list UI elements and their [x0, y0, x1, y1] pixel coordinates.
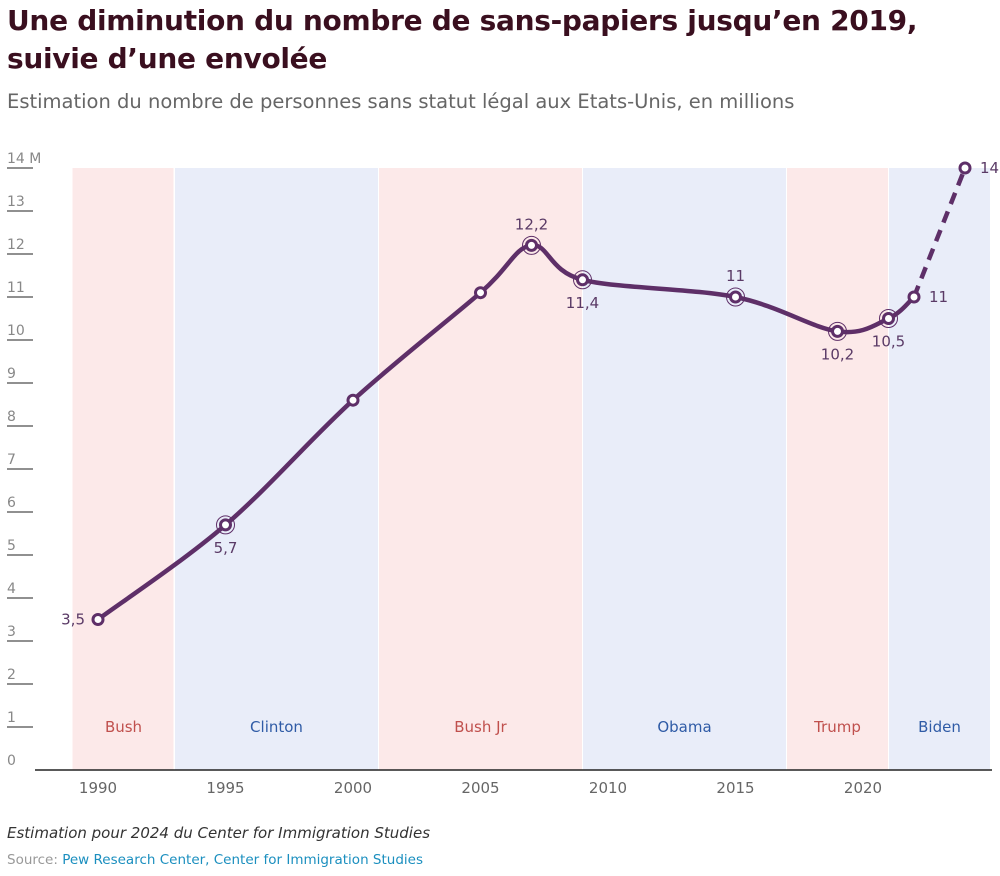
projection-line: [911, 167, 968, 298]
band-biden: [889, 168, 990, 770]
data-point-ring: [522, 235, 541, 255]
data-point: [346, 393, 360, 407]
data-label: 11: [929, 288, 948, 306]
series-points: [91, 161, 972, 626]
chart-title: Une diminution du nombre de sans-papiers…: [7, 4, 918, 75]
data-point: [576, 273, 589, 287]
footnote: Estimation pour 2024 du Center for Immig…: [7, 824, 431, 842]
y-tick-label: 3: [7, 624, 16, 640]
period-label: Biden: [918, 718, 961, 736]
data-label: 14: [980, 159, 999, 177]
period-label: Bush: [105, 718, 142, 736]
y-tick-label: 7: [7, 452, 16, 468]
period-label: Clinton: [250, 718, 303, 736]
y-tick-label: 1: [7, 710, 16, 726]
data-point: [882, 312, 895, 325]
y-tick-label: 5: [7, 538, 16, 554]
data-label: 11,4: [566, 294, 599, 312]
band-obama: [583, 168, 786, 770]
y-tick-label: 13: [7, 194, 25, 210]
data-label: 11: [726, 267, 745, 285]
data-label: 10,5: [872, 333, 905, 351]
y-tick-label: 11: [7, 280, 25, 296]
y-tick-label: 6: [7, 495, 16, 511]
x-tick-label: 1995: [206, 779, 244, 797]
data-point: [525, 238, 538, 252]
data-point: [474, 286, 487, 300]
y-tick-label: 14 M: [7, 151, 41, 167]
y-tick-label: 9: [7, 366, 16, 382]
y-tick-label: 4: [7, 581, 16, 597]
x-axis: 1990 1995 2000 2005 2010 2015 2020: [35, 769, 992, 797]
data-label: 12,2: [515, 215, 548, 233]
period-label: Obama: [657, 718, 711, 736]
data-point: [831, 324, 844, 338]
data-point: [219, 518, 232, 532]
period-label: Trump: [813, 718, 861, 736]
data-point: [91, 613, 105, 626]
data-point-ring: [879, 309, 898, 328]
chart-subtitle: Estimation du nombre de personnes sans s…: [7, 90, 795, 113]
source-line: Source: Pew Research Center, Center for …: [7, 852, 423, 868]
data-point: [907, 290, 921, 304]
x-tick-label: 2010: [589, 779, 627, 797]
period-label: Bush Jr: [454, 718, 507, 736]
band-bush: [72, 168, 174, 770]
data-point: [729, 290, 742, 304]
data-point-ring: [726, 287, 745, 307]
y-tick-label: 12: [7, 237, 25, 253]
x-tick-label: 2005: [461, 779, 499, 797]
x-tick-label: 2020: [844, 779, 882, 797]
band-bush-jr: [379, 168, 582, 770]
data-label: 3,5: [61, 611, 85, 629]
data-point-ring: [216, 515, 235, 535]
x-tick-label: 2015: [716, 779, 754, 797]
point-labels: 3,5 5,7 12,2 11,4 11 10,2 10,5 11 14: [61, 159, 999, 629]
data-point-ring: [573, 270, 592, 290]
y-tick-label: 8: [7, 409, 16, 425]
band-clinton: [175, 168, 378, 770]
y-tick-label: 0: [7, 753, 16, 769]
y-tick-label: 2: [7, 667, 16, 683]
data-point-ring: [828, 321, 847, 341]
data-label: 5,7: [214, 539, 238, 557]
x-tick-label: 1990: [79, 779, 117, 797]
x-tick-label: 2000: [334, 779, 372, 797]
source-link[interactable]: Pew Research Center, Center for Immigrat…: [62, 852, 423, 868]
source-prefix: Source:: [7, 852, 58, 868]
data-label: 10,2: [821, 345, 854, 363]
data-point: [958, 161, 972, 175]
band-trump: [787, 168, 888, 770]
presidency-bands: Bush Clinton Bush Jr Obama Trump Biden: [72, 168, 990, 770]
y-tick-label: 10: [7, 323, 25, 339]
